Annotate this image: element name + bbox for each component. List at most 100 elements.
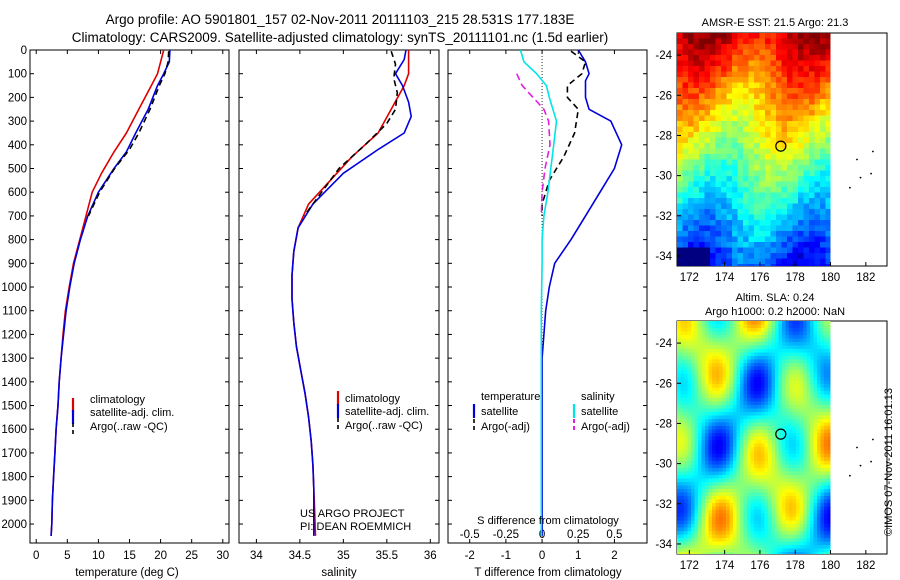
map-pixel: [778, 443, 783, 448]
map-pixel: [764, 450, 769, 455]
map-pixel: [743, 450, 748, 455]
map-pixel: [736, 457, 741, 462]
map-pixel: [677, 520, 681, 525]
map-pixel: [721, 38, 727, 45]
map-pixel: [715, 345, 720, 350]
map-pixel: [824, 342, 828, 346]
map-pixel: [750, 398, 755, 402]
map-pixel: [698, 426, 702, 430]
map-pixel: [721, 99, 727, 105]
map-pixel: [684, 513, 688, 518]
map-pixel: [737, 198, 744, 204]
map-pixel: [820, 426, 825, 430]
map-pixel: [757, 510, 762, 514]
map-pixel: [693, 121, 700, 127]
map-pixel: [792, 159, 799, 166]
map-pixel: [796, 461, 800, 465]
map-pixel: [792, 236, 799, 243]
map-pixel: [754, 352, 758, 357]
map-pixel: [687, 373, 692, 378]
map-pixel: [721, 66, 727, 72]
map-pixel: [715, 499, 720, 504]
map-pixel: [680, 394, 685, 399]
map-pixel: [759, 49, 766, 56]
map-pixel: [824, 356, 828, 360]
map-pixel: [810, 548, 814, 553]
map-pixel: [754, 236, 760, 243]
map-pixel: [722, 450, 727, 455]
map-pixel: [719, 422, 723, 427]
map-pixel: [691, 328, 695, 332]
map-pixel: [761, 541, 765, 546]
map-pixel: [750, 524, 755, 528]
map-pixel: [743, 471, 748, 476]
map-pixel: [708, 517, 713, 521]
map-pixel: [691, 370, 695, 374]
map-pixel: [827, 387, 831, 392]
map-pixel: [810, 380, 814, 385]
map-pixel: [761, 545, 765, 549]
map-pixel: [684, 545, 688, 549]
map-pixel: [796, 499, 800, 504]
map-pixel: [820, 60, 826, 67]
map-pixel: [687, 370, 692, 374]
map-pixel: [778, 356, 783, 360]
map-pixel: [803, 499, 807, 504]
map-pixel: [704, 154, 711, 160]
map-pixel: [748, 60, 755, 67]
depth-tick-label: 1300: [1, 353, 27, 365]
map-pixel: [759, 44, 766, 50]
map-pixel: [776, 170, 782, 177]
map-pixel: [684, 534, 688, 539]
map-pixel: [761, 429, 765, 434]
map-pixel: [792, 496, 797, 500]
map-pixel: [781, 264, 788, 266]
map-pixel: [743, 531, 748, 535]
map-pixel: [785, 534, 790, 539]
map-pixel: [775, 366, 779, 371]
map-pixel: [820, 242, 826, 248]
map-pixel: [715, 77, 722, 83]
map-pixel: [771, 412, 776, 416]
map-pixel: [701, 485, 706, 490]
map-pixel: [824, 415, 828, 420]
map-pixel: [729, 328, 734, 332]
map-pixel: [698, 436, 702, 441]
map-pixel: [721, 176, 727, 182]
map-pixel: [761, 366, 765, 371]
map-pixel: [708, 328, 713, 332]
map-pixel: [712, 405, 716, 409]
map-pixel: [813, 506, 818, 511]
map-pixel: [778, 548, 783, 553]
map-pixel: [806, 538, 811, 542]
map-pixel: [699, 44, 705, 50]
map-pixel: [704, 159, 711, 166]
map-pixel: [820, 545, 825, 549]
map-pixel: [682, 132, 689, 138]
map-pixel: [778, 496, 783, 500]
map-pixel: [721, 33, 727, 39]
map-pixel: [737, 220, 744, 226]
map-pixel: [750, 468, 755, 472]
map-pixel: [803, 258, 810, 265]
map-pixel: [759, 77, 766, 83]
map-pixel: [803, 356, 807, 360]
map-pixel: [789, 475, 793, 479]
map-pixel: [765, 121, 771, 127]
map-pixel: [719, 492, 723, 497]
map-pixel: [719, 349, 723, 353]
salinity-panel: 34 34.5 35 35.5 36 climatology satellite-adj…: [238, 49, 440, 579]
map-pixel: [704, 38, 711, 45]
map-pixel: [691, 527, 695, 532]
map-pixel: [803, 214, 810, 221]
map-pixel: [677, 398, 681, 402]
map-pixel: [820, 220, 826, 226]
map-pixel: [825, 148, 831, 155]
map-pixel: [715, 82, 722, 89]
map-pixel: [712, 538, 716, 542]
map-pixel: [687, 342, 692, 346]
map-pixel: [817, 503, 821, 507]
map-pixel: [748, 225, 755, 232]
map-pixel: [747, 531, 751, 535]
map-pixel: [733, 534, 737, 539]
